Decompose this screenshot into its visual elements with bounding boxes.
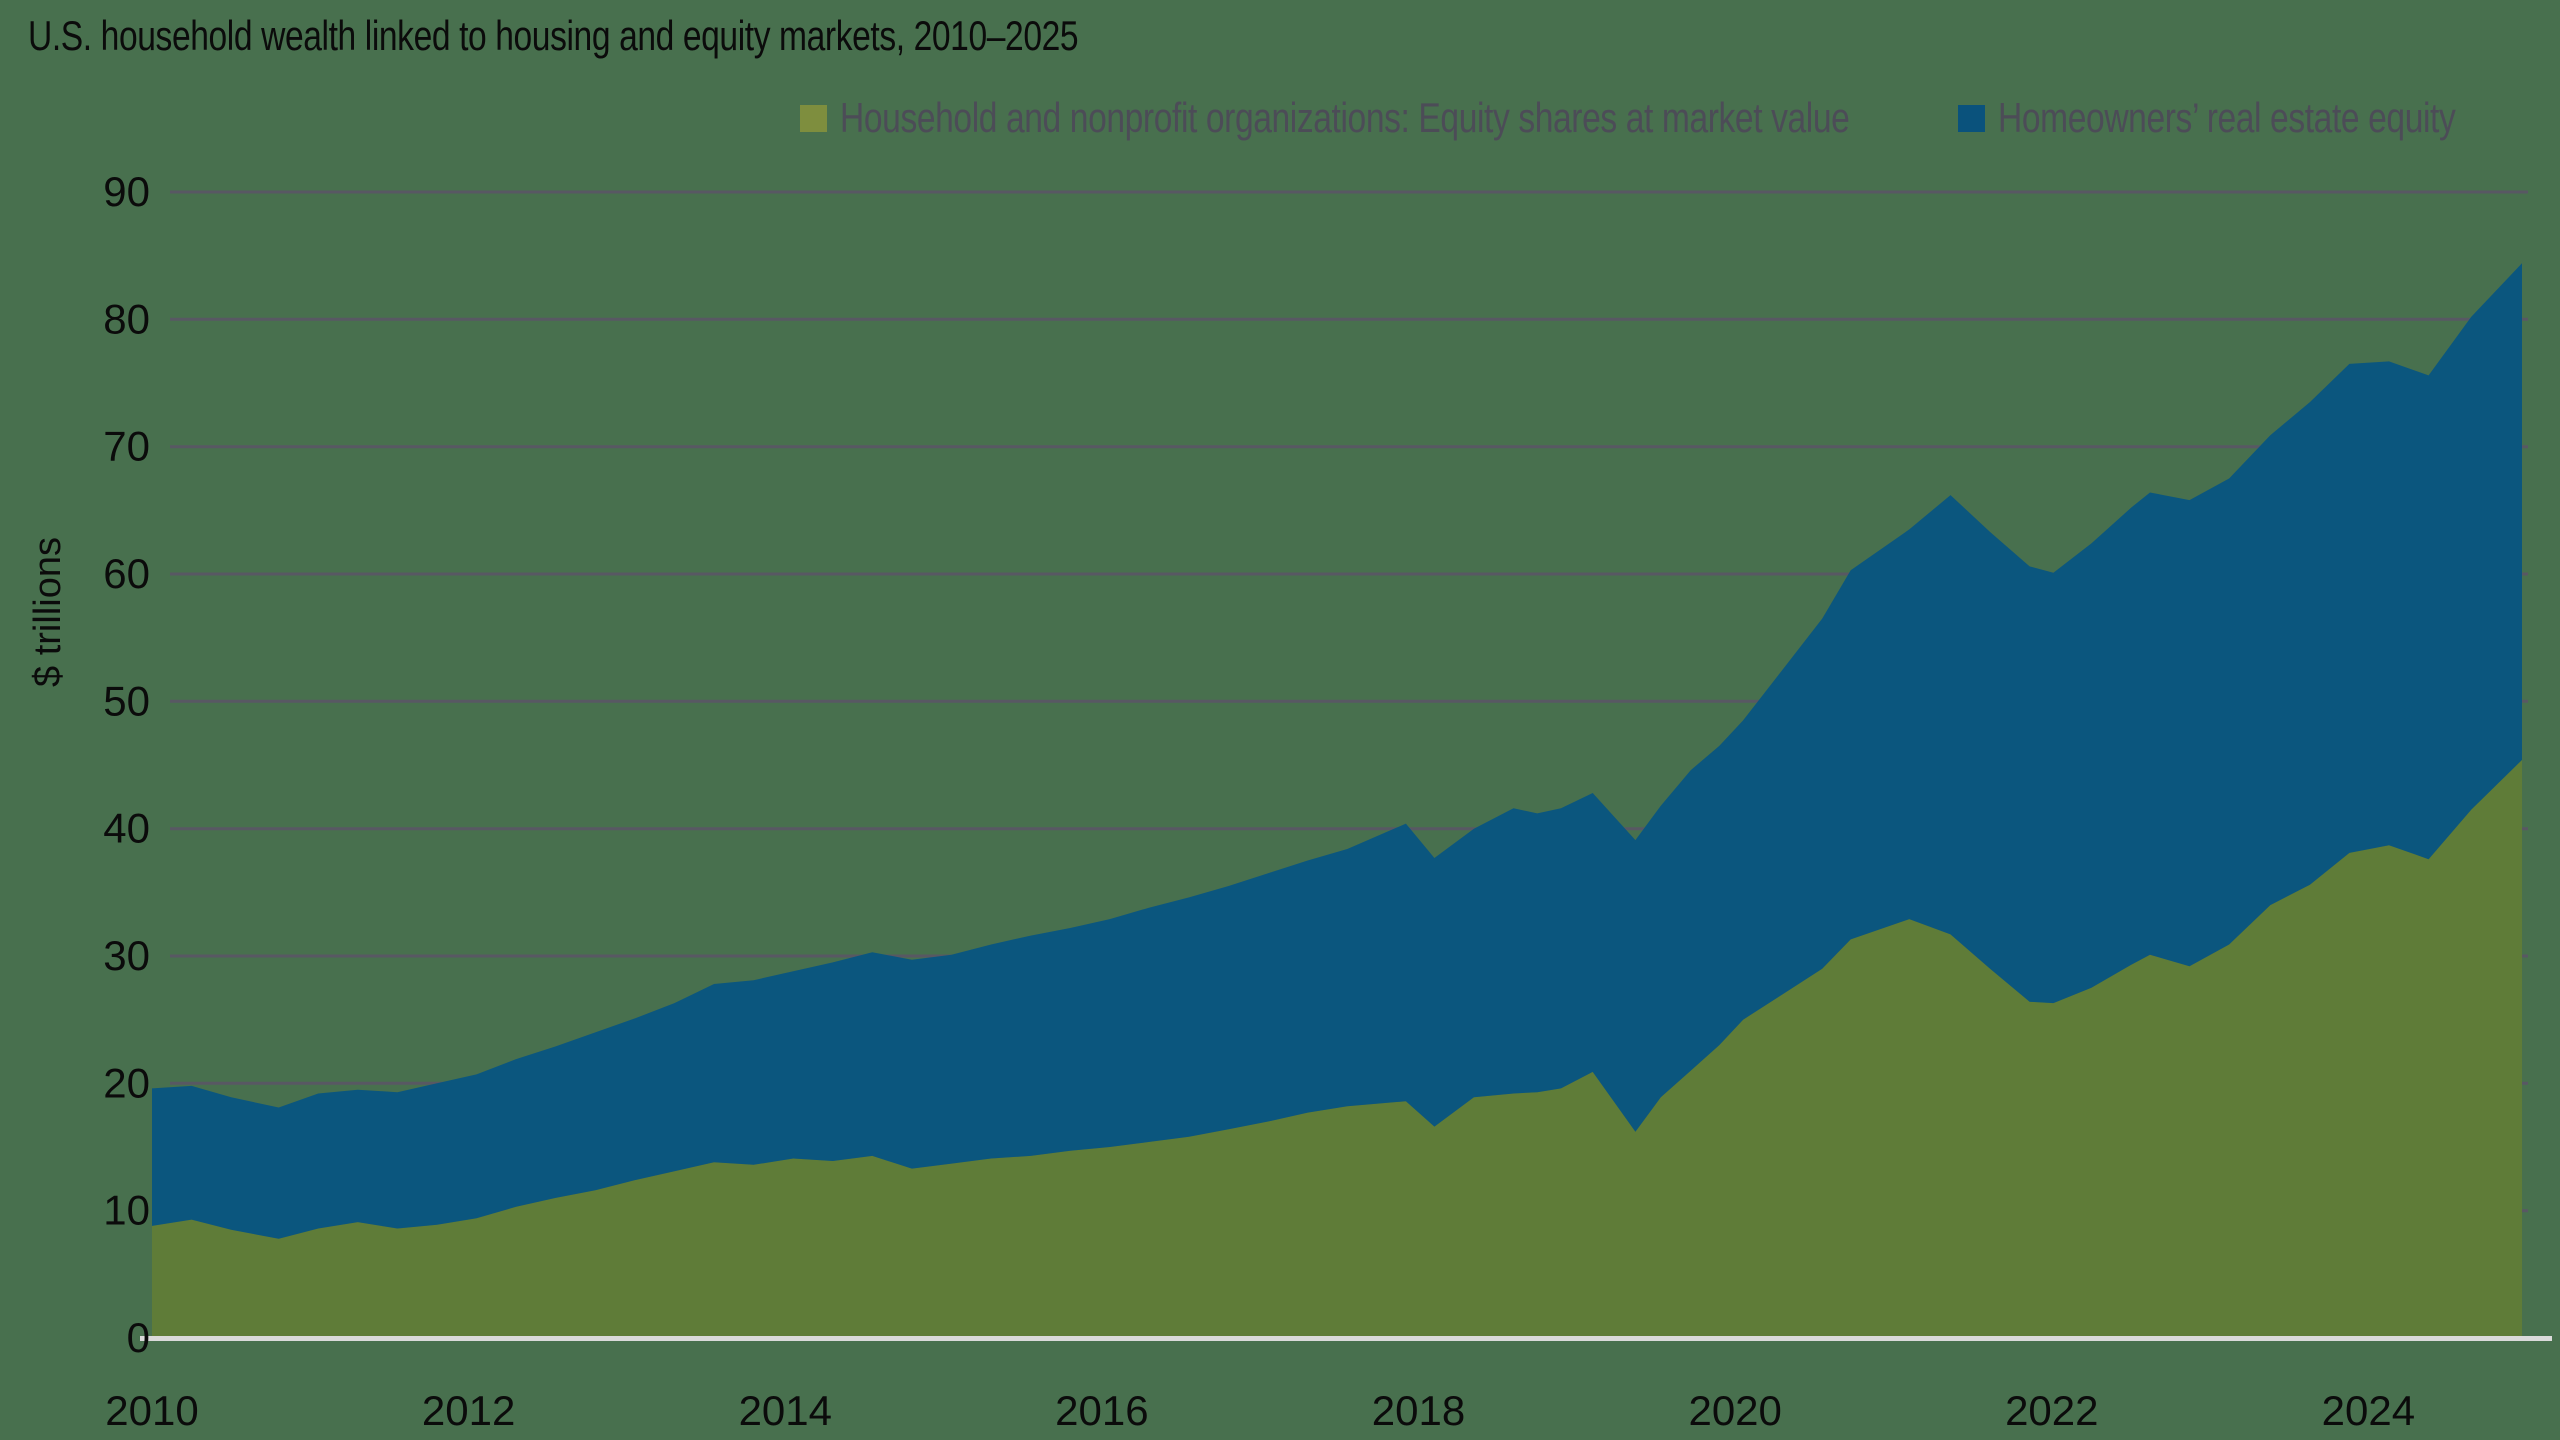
y-tick-label-40: 40: [103, 805, 150, 852]
chart-legend: Household and nonprofit organizations: E…: [0, 94, 2560, 142]
y-tick-label-70: 70: [103, 423, 150, 470]
y-tick-label-0: 0: [127, 1314, 150, 1361]
x-axis-line: [140, 1336, 2552, 1341]
area-series: [152, 263, 2522, 1338]
y-tick-label-80: 80: [103, 295, 150, 342]
x-tick-label-2014: 2014: [739, 1387, 832, 1434]
x-tick-label-2010: 2010: [105, 1387, 198, 1434]
legend-label: Homeowners’ real estate equity: [1998, 94, 2456, 141]
y-axis-title: $ trillions: [27, 537, 69, 687]
equity-shares-area: [152, 759, 2522, 1338]
y-tick-label-20: 20: [103, 1059, 150, 1106]
legend-item-1: Homeowners’ real estate equity: [1958, 94, 2560, 142]
x-axis-baseline: [140, 1336, 2552, 1341]
real-estate-equity-area: [152, 263, 2522, 1239]
y-tick-label-90: 90: [103, 168, 150, 215]
legend-item-0: Household and nonprofit organizations: E…: [800, 94, 2102, 142]
legend-swatch-icon: [1958, 104, 1985, 132]
y-tick-labels: 0 10 20 30 40 50 60 70 80 90: [103, 168, 150, 1361]
y-tick-label-30: 30: [103, 932, 150, 979]
x-tick-label-2016: 2016: [1055, 1387, 1148, 1434]
y-tick-label-10: 10: [103, 1187, 150, 1234]
x-tick-label-2020: 2020: [1688, 1387, 1781, 1434]
legend-label: Household and nonprofit organizations: E…: [840, 94, 1850, 141]
legend-swatch-icon: [800, 104, 827, 132]
x-tick-label-2024: 2024: [2322, 1387, 2415, 1434]
x-tick-label-2012: 2012: [422, 1387, 515, 1434]
y-tick-label-60: 60: [103, 550, 150, 597]
x-tick-labels: 2010 2012 2014 2016 2018 2020 2022 2024: [105, 1387, 2415, 1434]
chart-title: U.S. household wealth linked to housing …: [28, 12, 1079, 59]
x-tick-label-2018: 2018: [1372, 1387, 1465, 1434]
x-tick-label-2022: 2022: [2005, 1387, 2098, 1434]
y-tick-label-50: 50: [103, 677, 150, 724]
